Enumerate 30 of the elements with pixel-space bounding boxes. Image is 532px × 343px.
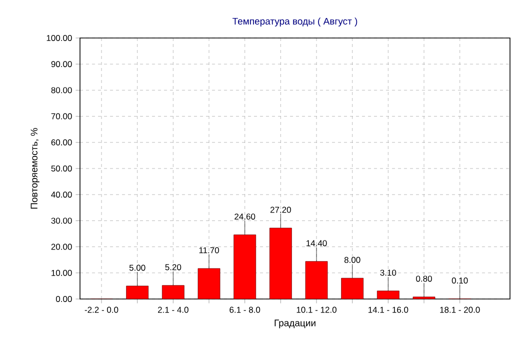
x-tick-label: -2.2 - 0.0: [84, 306, 118, 313]
data-label: 5.20: [165, 264, 182, 270]
chart-title: Температура воды ( Август ): [232, 18, 358, 26]
y-tick-label: 10.00: [52, 270, 72, 276]
data-label: 8.00: [344, 256, 360, 263]
y-tick-label: 0.00: [56, 296, 72, 302]
x-tick-label: 6.1 - 8.0: [230, 306, 260, 313]
x-axis-title: Градации: [274, 320, 316, 328]
y-tick-label: 100.00: [46, 34, 72, 41]
x-tick-label: 18.1 - 20.0: [440, 306, 480, 313]
data-label: 24.60: [234, 214, 256, 220]
y-axis-title: Повторяемость, %: [30, 128, 40, 209]
y-tick-label: 20.00: [51, 244, 72, 250]
y-tick-label: 80.00: [51, 87, 72, 94]
y-tick-label: 70.00: [51, 113, 72, 120]
x-tick-label: 14.1 - 16.0: [368, 306, 408, 313]
data-label: 11.70: [199, 247, 219, 254]
x-tick-label: 10.1 - 12.0: [296, 306, 336, 313]
y-tick-label: 50.00: [51, 165, 72, 172]
data-label: 0.10: [452, 278, 468, 284]
x-tick-label: 2.1 - 4.0: [158, 306, 188, 313]
data-label: 14.40: [306, 240, 327, 246]
y-tick-label: 60.00: [51, 139, 72, 146]
data-label: 27.20: [270, 206, 291, 213]
data-label: 5.00: [129, 264, 146, 271]
data-label: 0.80: [416, 276, 432, 282]
y-tick-label: 40.00: [51, 192, 72, 198]
y-tick-label: 30.00: [51, 218, 72, 224]
y-tick-label: 90.00: [51, 61, 72, 68]
data-label: 3.10: [380, 270, 396, 276]
